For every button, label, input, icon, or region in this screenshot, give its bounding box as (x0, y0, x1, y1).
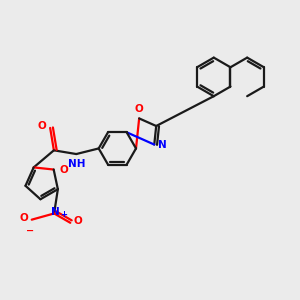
Text: N: N (51, 207, 60, 217)
Text: N: N (158, 140, 167, 150)
Text: O: O (135, 104, 143, 114)
Text: O: O (74, 216, 82, 226)
Text: O: O (59, 164, 68, 175)
Text: −: − (26, 226, 34, 236)
Text: NH: NH (68, 159, 85, 169)
Text: O: O (37, 122, 46, 131)
Text: O: O (19, 213, 28, 223)
Text: +: + (60, 210, 67, 219)
